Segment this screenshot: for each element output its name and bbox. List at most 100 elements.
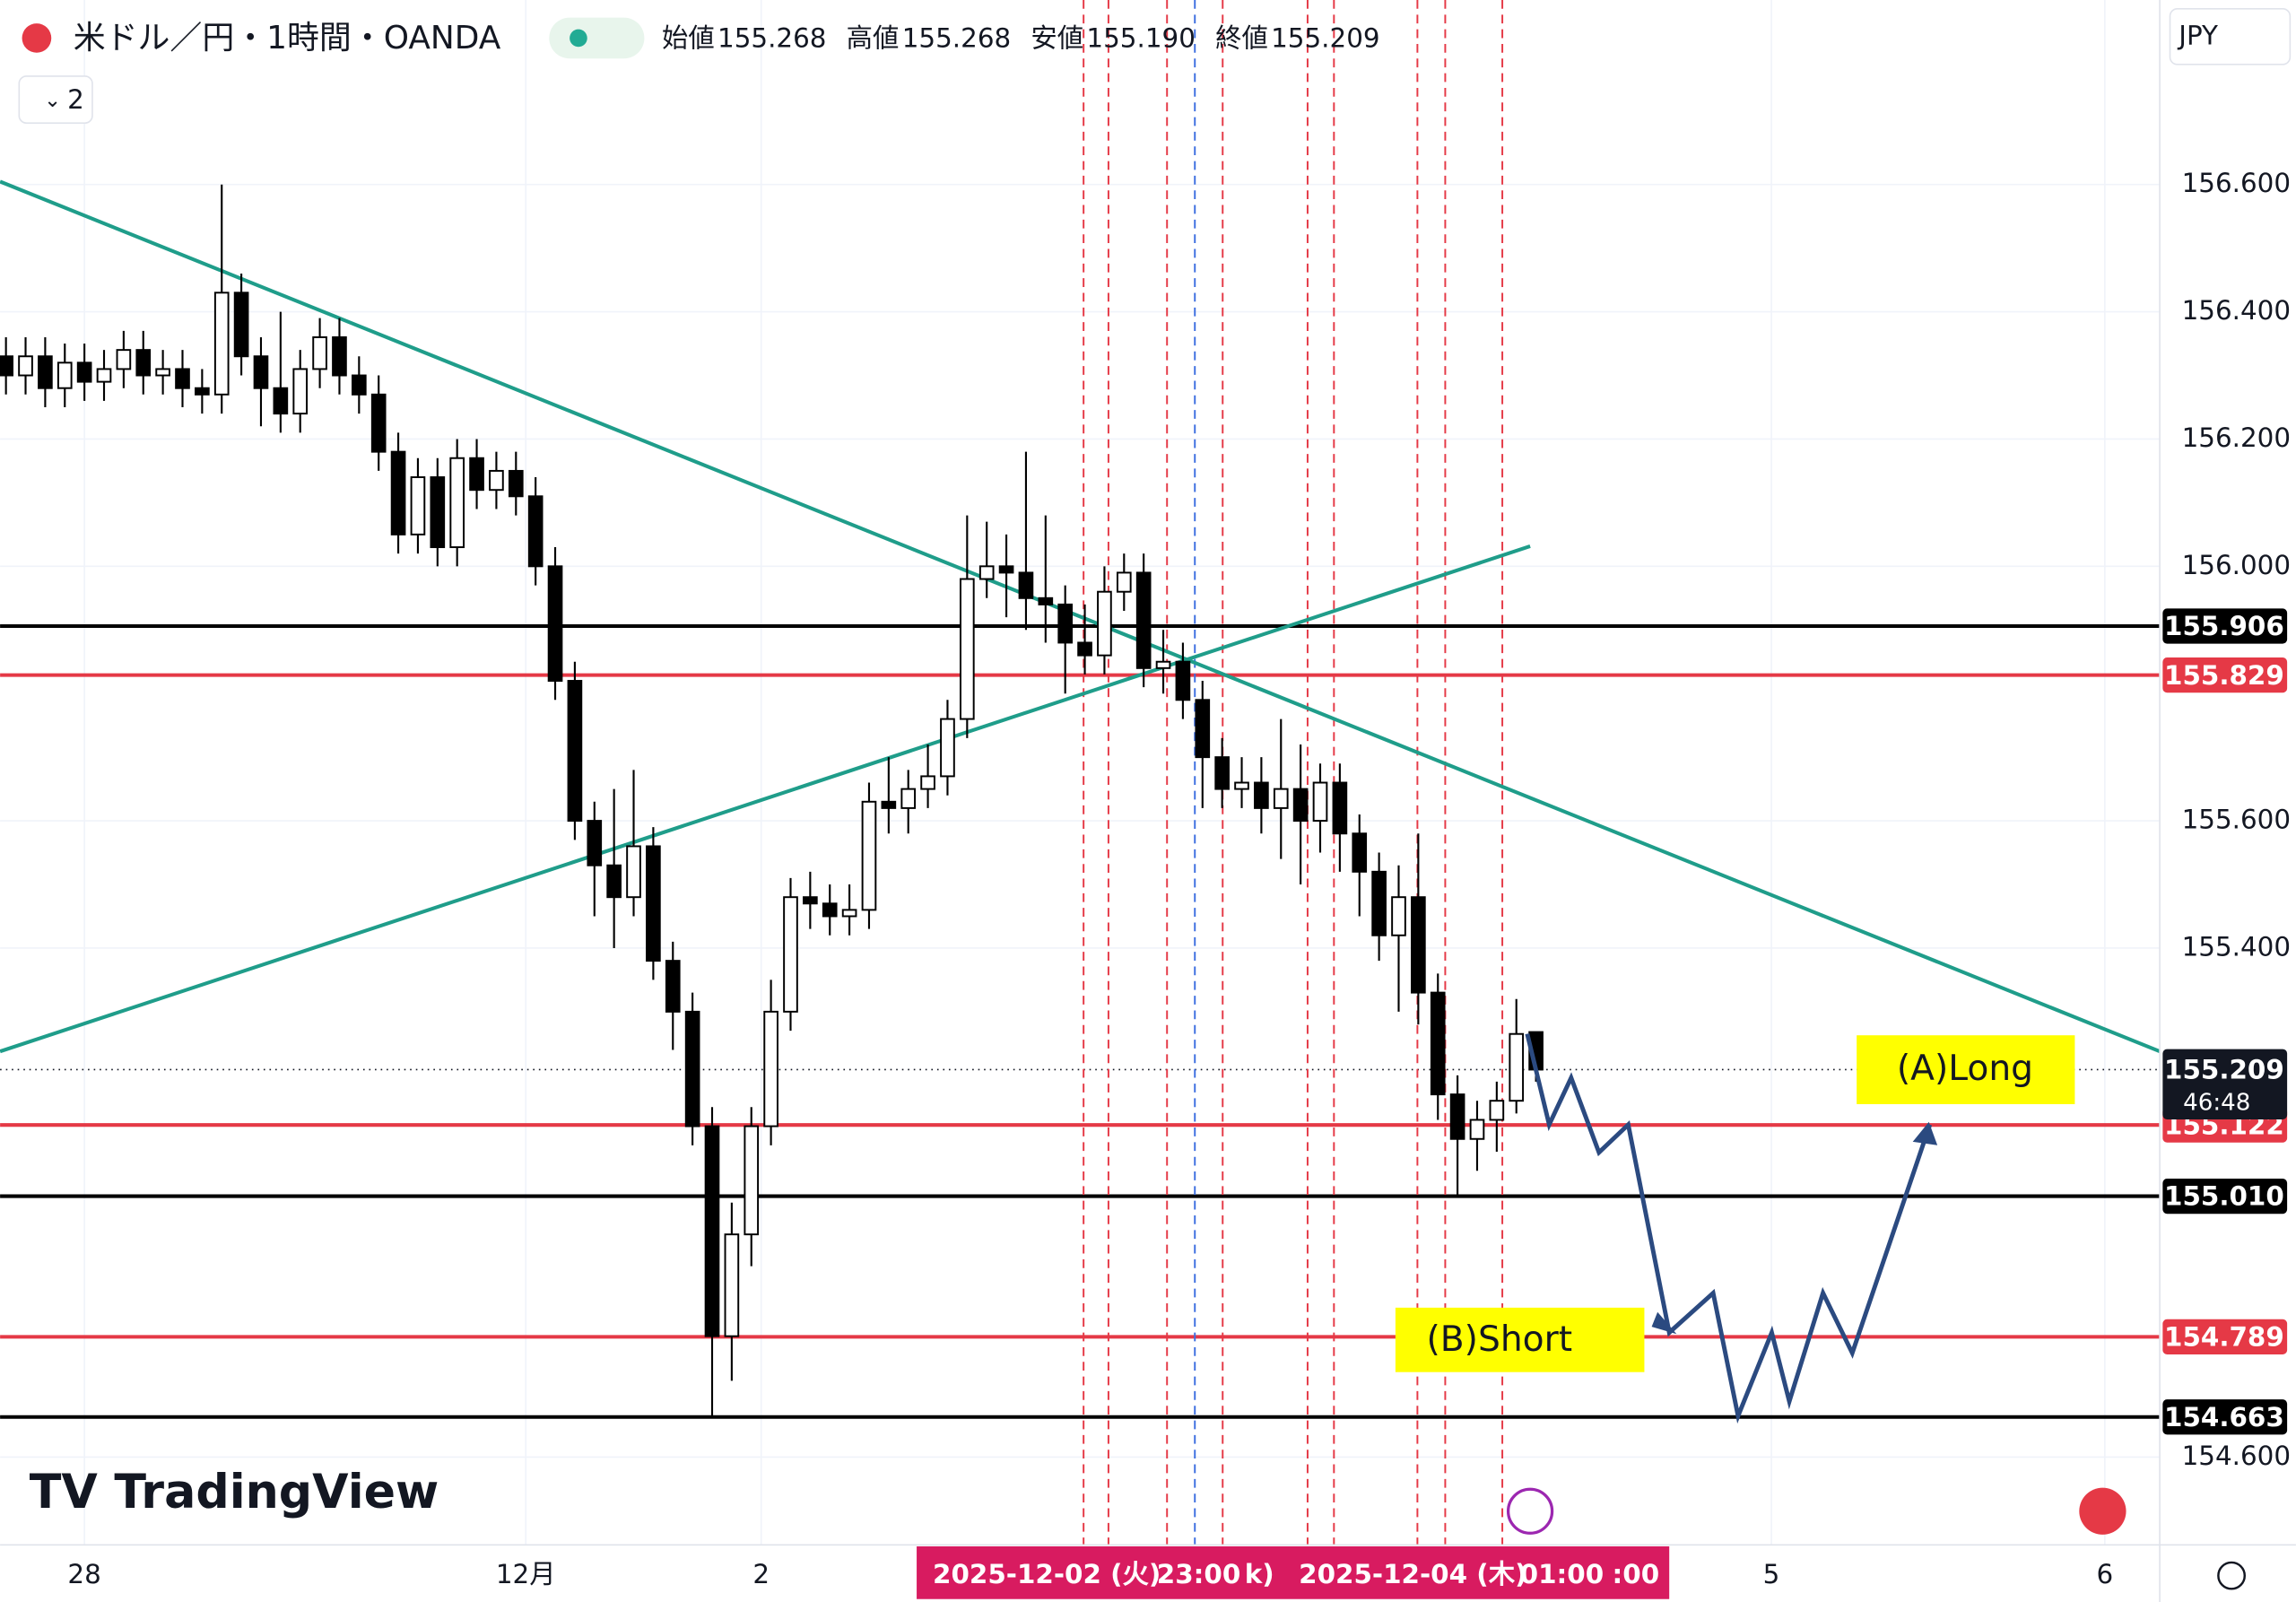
price-level-tag	[2162, 657, 2288, 693]
y-tick-label: 156.000	[2182, 550, 2291, 580]
candle-body	[1469, 1119, 1485, 1140]
candle-body	[841, 909, 857, 918]
candle-body	[410, 476, 426, 535]
candle-body	[803, 896, 818, 905]
status-pill	[549, 17, 645, 59]
candle-body	[96, 368, 112, 383]
y-tick-label: 155.400	[2182, 931, 2291, 962]
candle-body	[1254, 781, 1269, 809]
y-tick-label: 156.400	[2182, 295, 2291, 326]
candle-body	[1116, 571, 1132, 593]
ohlc-value: 155.190	[1086, 23, 1195, 54]
annotation: (A)Long	[1897, 1049, 2033, 1089]
logo: TV	[30, 1466, 99, 1519]
crosshair-label: 2025-12-04 (木)	[1299, 1559, 1526, 1589]
candle-body	[155, 368, 170, 377]
current-price-tag	[2162, 1049, 2288, 1119]
candle-body	[1332, 781, 1348, 835]
chevron: ⌄	[44, 89, 61, 112]
candle-body	[684, 1010, 700, 1127]
countdown: 46:48	[2183, 1089, 2250, 1116]
crosshair-label: 01:00	[1520, 1559, 1605, 1589]
candle-body	[195, 387, 210, 396]
candle-body	[940, 718, 955, 778]
candle-body	[1371, 870, 1387, 936]
annotation-box	[1395, 1307, 1645, 1372]
candle-body	[489, 469, 504, 492]
trendline	[0, 179, 2161, 1054]
currency: JPY	[2177, 20, 2218, 50]
candle-body	[960, 578, 975, 720]
candle-body	[606, 864, 622, 899]
candle-body	[1057, 603, 1074, 644]
annotation-box	[1857, 1035, 2075, 1104]
candle-body	[57, 361, 73, 389]
candle-body	[1312, 781, 1328, 823]
x-tick-label: 28	[67, 1559, 100, 1589]
candle-body	[76, 361, 92, 383]
candle-body	[1077, 641, 1092, 657]
candle-body	[1411, 896, 1426, 994]
candle-body	[352, 374, 367, 396]
candle-body	[390, 450, 406, 535]
ohlc-value: 155.268	[718, 23, 826, 54]
candle-body	[920, 775, 935, 790]
ohlc-label: 始値	[662, 23, 715, 54]
candle-body	[213, 292, 230, 396]
candle-body	[587, 820, 603, 866]
price-level-label: 155.829	[2164, 660, 2284, 691]
candle-body	[430, 476, 446, 549]
current-price-label: 155.209	[2164, 1055, 2284, 1085]
candle-body	[626, 845, 641, 899]
candle-body	[1214, 756, 1230, 790]
settings-icon[interactable]	[2217, 1561, 2246, 1590]
y-tick-label: 156.200	[2182, 422, 2291, 453]
ohlc-label: 高値	[847, 23, 900, 54]
crosshair-label: :00	[1613, 1559, 1660, 1589]
price-level-tag	[2162, 608, 2288, 644]
y-tick-label: 156.600	[2182, 168, 2291, 198]
candle-body	[998, 565, 1014, 574]
candle-body	[646, 845, 661, 962]
price-level-tag	[2162, 1179, 2288, 1215]
collapse-button[interactable]	[18, 75, 93, 124]
symbol[interactable]: 米ドル／円・1時間・OANDA	[74, 20, 501, 57]
candle-body	[1135, 571, 1152, 669]
price-level-label: 155.906	[2164, 611, 2284, 641]
candle-body	[1292, 788, 1309, 823]
candle-body	[881, 800, 897, 809]
price-level-tag	[2162, 1319, 2288, 1354]
currency-button[interactable]	[2169, 7, 2292, 65]
scenario-path	[1525, 1032, 1933, 1424]
x-tick-label: 5	[1763, 1559, 1780, 1589]
vertical-markers	[1083, 0, 1504, 1545]
candle-body	[508, 469, 524, 498]
annotation: (B)Short	[1427, 1319, 1573, 1360]
flag-icon[interactable]	[2079, 1487, 2126, 1535]
crosshair-label: 23:00	[1157, 1559, 1241, 1589]
crosshair-tag	[917, 1545, 1670, 1599]
candle-body	[292, 368, 309, 415]
candle-body	[332, 335, 347, 377]
ohlc-label: 終値	[1215, 23, 1268, 54]
candle-body	[273, 387, 289, 415]
candle-body	[1195, 699, 1211, 759]
candle-body	[370, 393, 387, 453]
y-tick-label: 155.600	[2182, 805, 2291, 835]
candle-body	[567, 680, 583, 823]
candle-body	[0, 355, 13, 377]
arrow-head	[1912, 1121, 1938, 1145]
candle-body	[1489, 1100, 1505, 1121]
candle-body	[665, 960, 681, 1013]
collapse-count: 2	[67, 84, 84, 115]
ohlc-label: 安値	[1031, 23, 1083, 54]
price-level-label: 155.010	[2164, 1181, 2284, 1212]
candle-body	[1175, 660, 1191, 701]
event-icon[interactable]	[1506, 1487, 1554, 1535]
candle-body	[449, 457, 465, 549]
candle-body	[1038, 596, 1054, 605]
candle-body	[1352, 832, 1368, 873]
candle-body	[116, 349, 132, 370]
candle-body	[253, 355, 269, 389]
